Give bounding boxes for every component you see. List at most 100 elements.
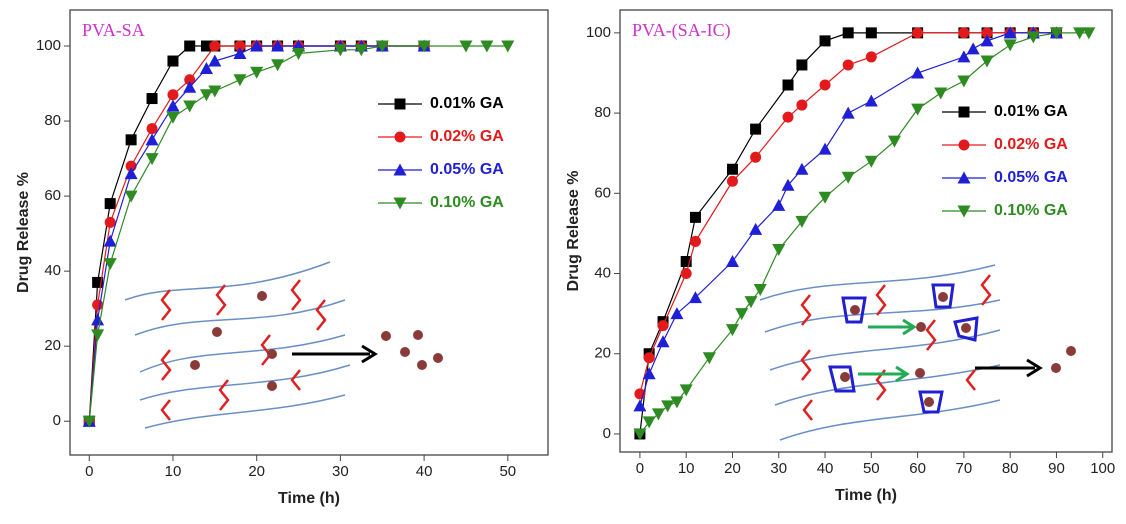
- x-tick-label: 60: [909, 460, 926, 477]
- marker: [842, 27, 854, 39]
- marker: [167, 89, 179, 101]
- y-tick-label: 0: [53, 412, 61, 429]
- y-tick-label: 40: [594, 264, 611, 281]
- marker: [934, 87, 948, 100]
- marker: [957, 75, 971, 88]
- marker: [208, 85, 222, 98]
- marker: [702, 352, 716, 365]
- x-tick-label: 80: [1002, 460, 1019, 477]
- marker: [753, 284, 767, 297]
- marker: [651, 408, 665, 421]
- x-axis-title: Time (h): [278, 490, 340, 507]
- marker: [501, 40, 515, 53]
- marker: [633, 428, 647, 441]
- marker: [680, 268, 692, 280]
- x-tick-label: 50: [863, 460, 880, 477]
- legend-marker: [958, 106, 970, 118]
- marker: [1026, 31, 1040, 44]
- marker: [250, 39, 264, 52]
- marker: [643, 352, 655, 364]
- x-tick-label: 30: [332, 463, 349, 480]
- marker: [726, 175, 738, 187]
- x-tick-label: 30: [770, 460, 787, 477]
- marker: [670, 307, 684, 320]
- marker: [689, 235, 701, 247]
- x-tick-label: 20: [724, 460, 741, 477]
- series-line: [88, 45, 425, 422]
- x-tick-label: 90: [1048, 460, 1065, 477]
- marker: [184, 40, 196, 52]
- legend-label: 0.01% GA: [994, 103, 1068, 120]
- marker: [670, 396, 684, 409]
- marker: [841, 171, 855, 184]
- legend-label: 0.05% GA: [430, 161, 504, 178]
- marker: [782, 79, 794, 91]
- y-axis-title: Drug Release %: [15, 172, 32, 293]
- x-tick-label: 10: [678, 460, 695, 477]
- marker: [911, 103, 925, 116]
- marker: [633, 399, 647, 412]
- marker: [145, 133, 159, 146]
- legend-label: 0.10% GA: [430, 194, 504, 211]
- y-tick-label: 60: [594, 184, 611, 201]
- marker: [642, 416, 656, 429]
- marker: [749, 222, 763, 235]
- marker: [92, 299, 104, 311]
- marker: [661, 400, 675, 413]
- marker: [864, 155, 878, 168]
- legend-marker: [957, 171, 971, 184]
- marker: [209, 40, 221, 52]
- marker: [819, 79, 831, 91]
- marker: [104, 216, 116, 228]
- marker: [819, 35, 831, 47]
- legend-label: 0.02% GA: [430, 128, 504, 145]
- marker: [796, 99, 808, 111]
- marker: [91, 313, 105, 326]
- marker: [1073, 27, 1087, 40]
- marker: [688, 291, 702, 304]
- legend-label: 0.10% GA: [994, 202, 1068, 219]
- marker: [795, 215, 809, 228]
- y-tick-label: 40: [44, 262, 61, 279]
- marker: [166, 111, 180, 124]
- marker: [818, 142, 832, 155]
- marker: [104, 198, 116, 210]
- marker: [124, 167, 138, 180]
- marker: [865, 27, 877, 39]
- marker: [199, 62, 213, 75]
- marker: [865, 51, 877, 63]
- marker: [912, 27, 924, 39]
- legend-marker: [394, 131, 406, 143]
- marker: [184, 74, 196, 86]
- y-tick-label: 80: [594, 104, 611, 121]
- y-tick-label: 60: [44, 187, 61, 204]
- marker: [1003, 39, 1017, 52]
- marker: [145, 153, 159, 166]
- series-line: [639, 32, 1057, 407]
- marker: [333, 44, 347, 57]
- marker: [657, 320, 669, 332]
- series-line: [88, 45, 425, 422]
- legend-marker: [394, 98, 406, 110]
- marker: [735, 308, 749, 321]
- y-tick-label: 20: [594, 345, 611, 362]
- marker: [656, 335, 670, 348]
- marker: [354, 44, 368, 57]
- marker: [183, 100, 197, 113]
- marker: [726, 163, 738, 175]
- marker: [911, 66, 925, 79]
- marker: [725, 254, 739, 267]
- marker: [146, 93, 158, 105]
- x-tick-label: 40: [817, 460, 834, 477]
- chart-title: PVA-SA: [82, 20, 145, 40]
- marker: [200, 40, 212, 52]
- marker: [233, 47, 247, 60]
- series-line: [88, 45, 508, 422]
- y-tick-label: 100: [36, 37, 61, 54]
- series-line: [88, 45, 425, 422]
- marker: [233, 74, 247, 87]
- marker: [1003, 26, 1017, 39]
- y-tick-label: 80: [44, 112, 61, 129]
- marker: [772, 198, 786, 211]
- illustration-right: [759, 264, 1076, 441]
